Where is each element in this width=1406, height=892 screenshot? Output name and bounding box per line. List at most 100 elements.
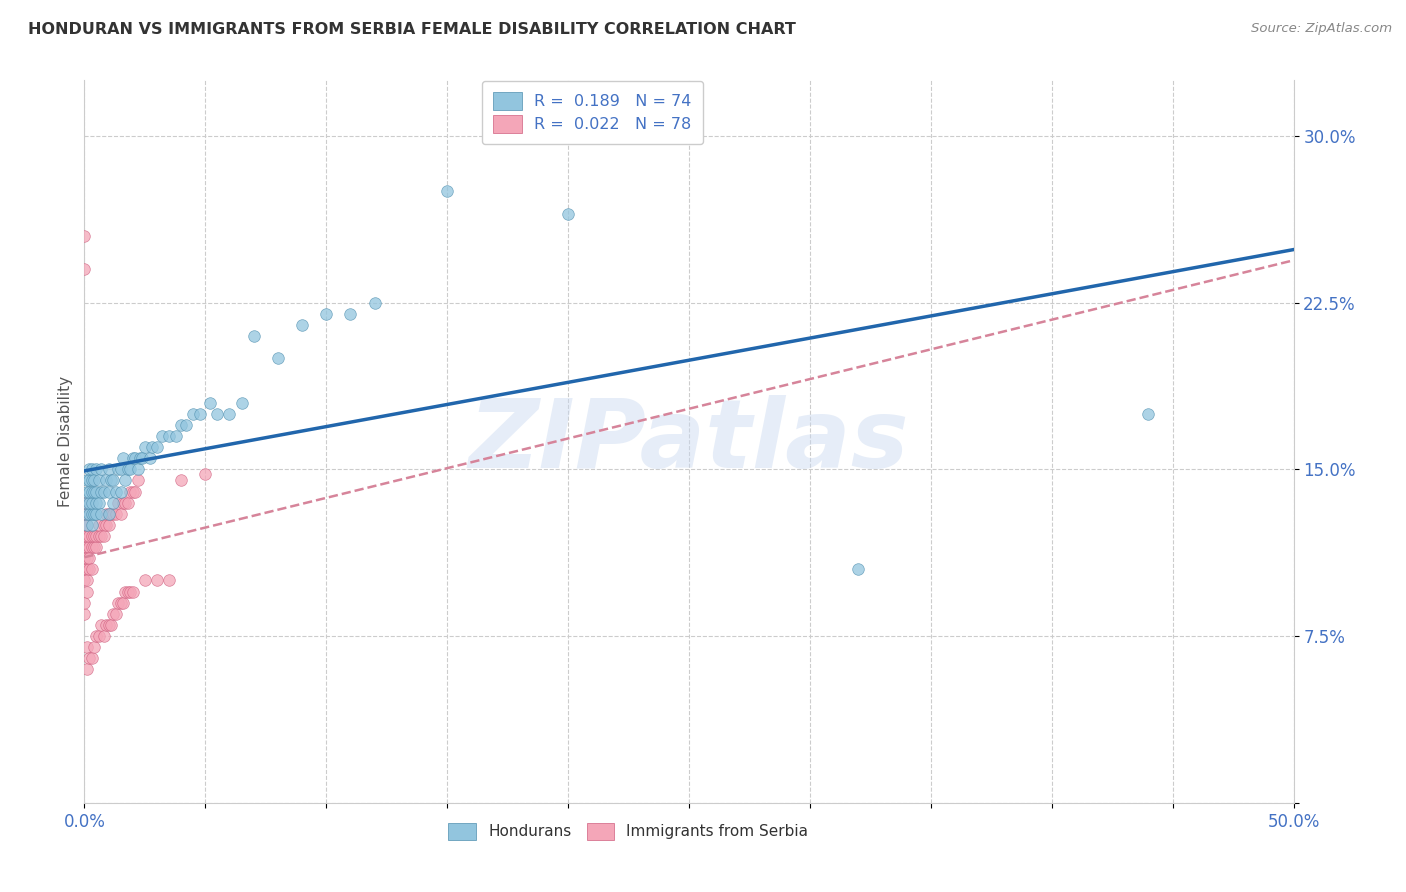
Point [146, 440, 169, 454]
Legend: Hondurans, Immigrants from Serbia: Hondurans, Immigrants from Serbia [443, 817, 814, 846]
Point [80, 474, 103, 488]
Point [181, 407, 204, 421]
Point [207, 407, 229, 421]
Point [73, 540, 96, 554]
Point [110, 596, 132, 610]
Point [100, 618, 122, 632]
Point [76, 517, 98, 532]
Point [112, 596, 135, 610]
Point [86, 507, 108, 521]
Point [107, 596, 129, 610]
Point [90, 529, 112, 543]
Point [83, 529, 105, 543]
Point [76, 484, 98, 499]
Point [97, 484, 120, 499]
Point [77, 474, 100, 488]
Point [77, 529, 100, 543]
Point [87, 629, 110, 643]
Point [131, 451, 153, 466]
Point [100, 474, 122, 488]
Point [86, 484, 108, 499]
Point [83, 484, 105, 499]
Point [117, 462, 139, 476]
Point [80, 651, 103, 665]
Point [86, 540, 108, 554]
Point [103, 607, 125, 621]
Point [77, 507, 100, 521]
Point [110, 507, 132, 521]
Point [76, 640, 98, 655]
Point [121, 584, 143, 599]
Point [117, 496, 139, 510]
Point [165, 429, 187, 443]
Point [97, 517, 120, 532]
Point [198, 395, 221, 409]
Point [80, 517, 103, 532]
Point [157, 574, 180, 588]
Point [77, 551, 100, 566]
Point [73, 607, 96, 621]
Point [86, 462, 108, 476]
Point [174, 417, 197, 432]
Point [120, 484, 142, 499]
Point [87, 496, 110, 510]
Point [83, 507, 105, 521]
Point [138, 451, 160, 466]
Point [114, 474, 136, 488]
Point [77, 540, 100, 554]
Text: ZIPatlas: ZIPatlas [468, 395, 910, 488]
Point [190, 407, 212, 421]
Point [73, 529, 96, 543]
Point [94, 517, 117, 532]
Point [76, 662, 98, 676]
Point [80, 529, 103, 543]
Point [120, 584, 142, 599]
Text: Source: ZipAtlas.com: Source: ZipAtlas.com [1251, 22, 1392, 36]
Point [291, 318, 314, 332]
Point [73, 562, 96, 576]
Point [86, 629, 108, 643]
Point [83, 640, 105, 655]
Point [170, 474, 193, 488]
Point [93, 529, 115, 543]
Point [80, 507, 103, 521]
Point [77, 462, 100, 476]
Point [90, 618, 112, 632]
Point [94, 507, 117, 521]
Point [436, 185, 458, 199]
Point [76, 540, 98, 554]
Point [218, 407, 240, 421]
Point [146, 574, 169, 588]
Point [86, 529, 108, 543]
Point [315, 307, 337, 321]
Point [141, 440, 163, 454]
Point [104, 484, 127, 499]
Point [86, 496, 108, 510]
Point [77, 484, 100, 499]
Point [104, 507, 127, 521]
Point [73, 574, 96, 588]
Point [104, 607, 127, 621]
Point [103, 496, 125, 510]
Point [121, 484, 143, 499]
Point [231, 395, 253, 409]
Point [120, 462, 142, 476]
Point [73, 551, 96, 566]
Point [127, 474, 149, 488]
Point [93, 484, 115, 499]
Point [87, 517, 110, 532]
Point [83, 540, 105, 554]
Point [94, 474, 117, 488]
Point [76, 551, 98, 566]
Point [93, 517, 115, 532]
Point [127, 462, 149, 476]
Point [76, 562, 98, 576]
Point [112, 496, 135, 510]
Point [97, 462, 120, 476]
Point [194, 467, 217, 481]
Point [80, 484, 103, 499]
Point [97, 507, 120, 521]
Point [557, 207, 579, 221]
Point [100, 507, 122, 521]
Y-axis label: Female Disability: Female Disability [58, 376, 73, 508]
